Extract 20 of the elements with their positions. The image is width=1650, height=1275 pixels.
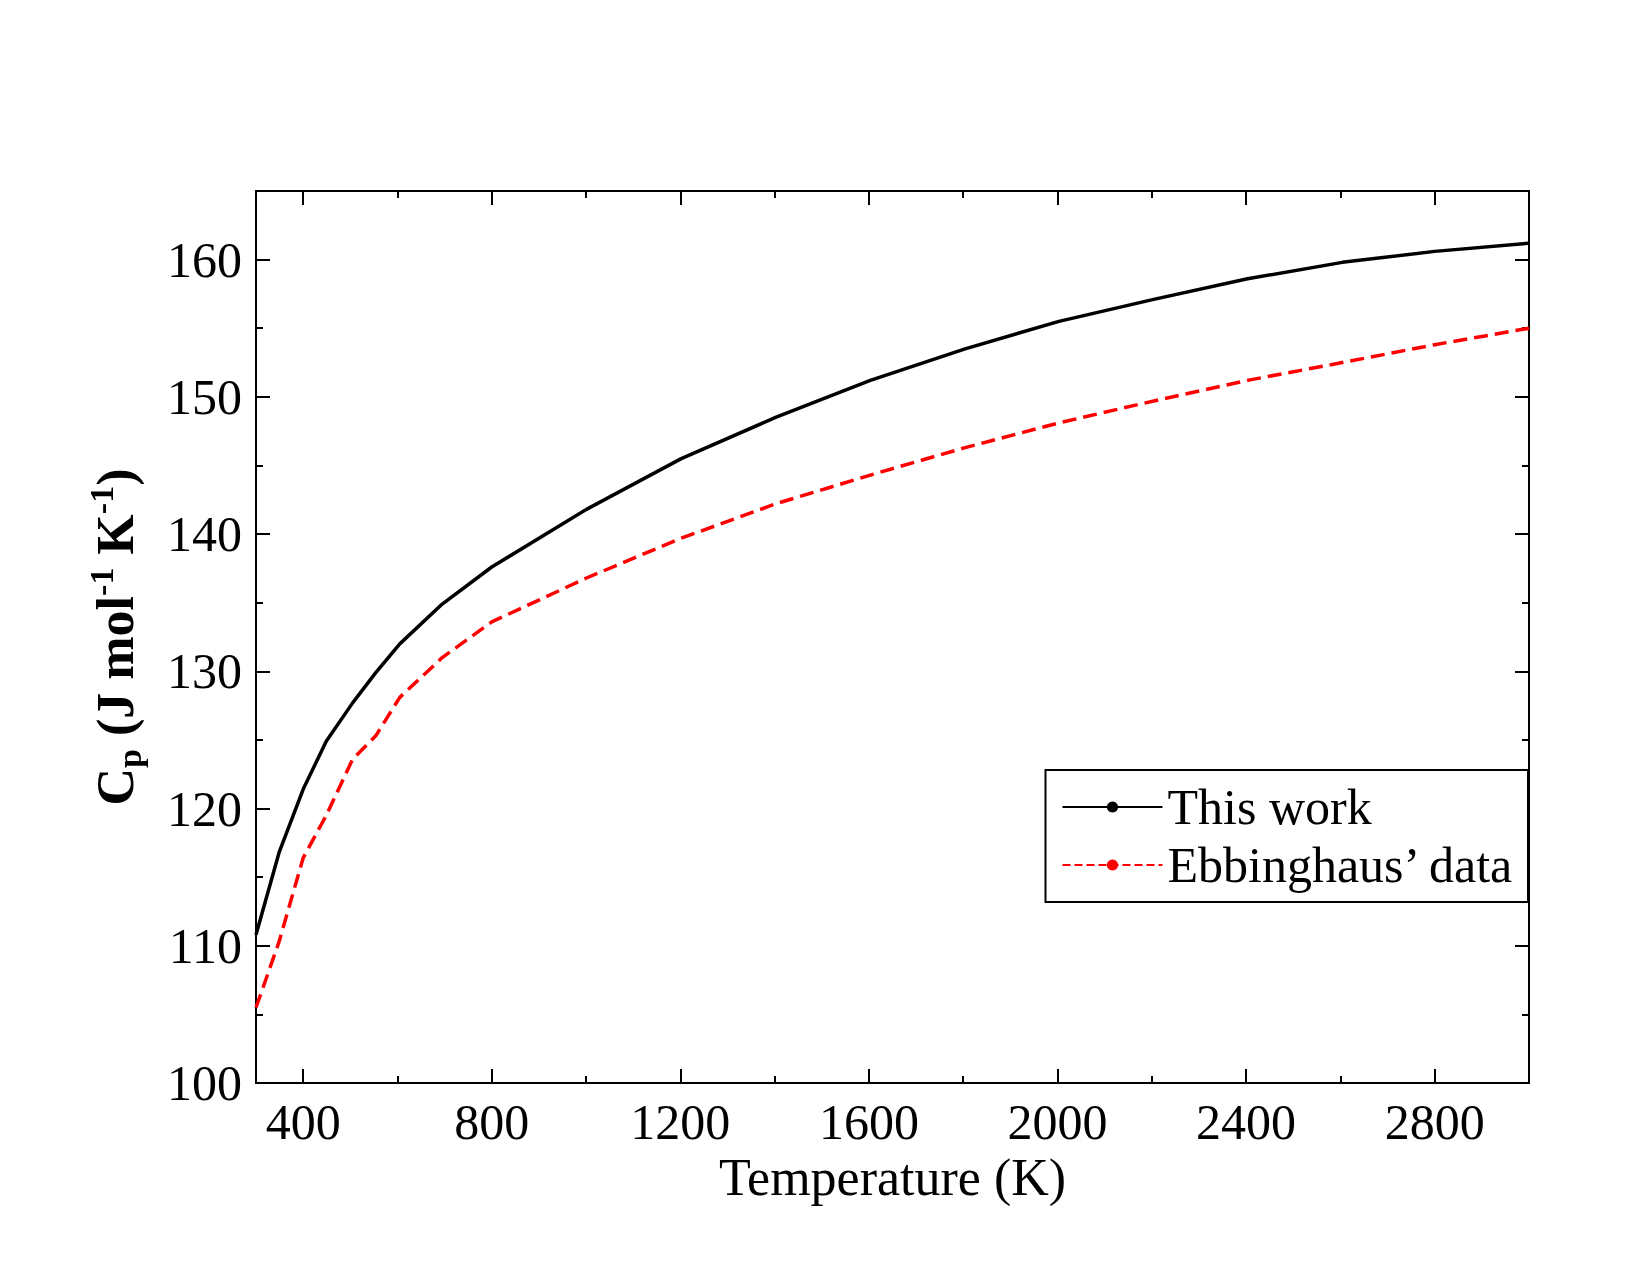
y-tick-label: 130 xyxy=(167,643,242,700)
legend-label: Ebbinghaus’ data xyxy=(1167,837,1513,893)
x-tick-label: 2000 xyxy=(1007,1094,1108,1150)
x-tick-label: 1200 xyxy=(630,1094,731,1150)
y-tick-label: 120 xyxy=(167,780,242,837)
x-tick-label: 2800 xyxy=(1384,1094,1485,1150)
y-tick-label: 140 xyxy=(167,506,242,563)
x-tick-label: 2400 xyxy=(1196,1094,1297,1150)
line-series xyxy=(254,326,1531,1010)
x-tick-label: 1600 xyxy=(818,1094,919,1150)
x-tick-label: 800 xyxy=(454,1094,530,1150)
y-axis-title: Cp (J mol-1 K-1) xyxy=(82,468,148,806)
x-tick-label: 400 xyxy=(265,1094,341,1150)
line-series xyxy=(254,241,1531,937)
legend-label: This work xyxy=(1167,779,1372,835)
y-tick-label: 160 xyxy=(167,231,242,288)
y-tick-label: 150 xyxy=(167,368,242,425)
y-tick-label: 100 xyxy=(167,1055,242,1111)
y-tick-label: 110 xyxy=(168,917,242,974)
x-axis-title: Temperature (K) xyxy=(718,1149,1067,1208)
